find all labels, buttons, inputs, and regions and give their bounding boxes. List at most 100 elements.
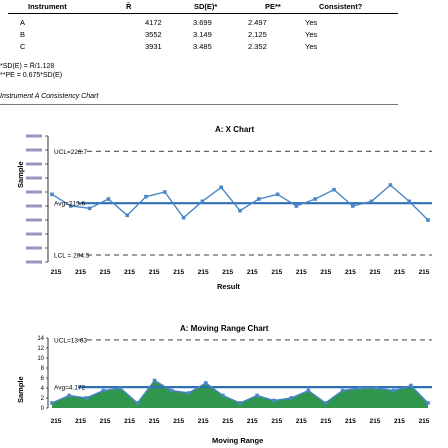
cell-consistent: Yes xyxy=(305,18,318,27)
x-tick-label: 215 xyxy=(271,418,282,425)
data-point xyxy=(294,204,299,208)
x-chart-title: A: X Chart xyxy=(215,125,255,134)
data-point xyxy=(50,192,54,197)
cell-rbar: 3931 xyxy=(145,42,162,51)
x-tick-label: 215 xyxy=(124,269,135,276)
data-point xyxy=(118,386,123,390)
data-point xyxy=(125,213,129,218)
data-point xyxy=(67,393,71,398)
data-point xyxy=(255,393,259,398)
data-point xyxy=(426,401,430,405)
y-tick-label: 4 xyxy=(41,386,45,392)
x-tick-label: 215 xyxy=(320,269,331,276)
x-tick-label: 215 xyxy=(222,418,233,425)
x-tick-label: 215 xyxy=(75,269,86,276)
x-tick-label: 215 xyxy=(51,269,62,276)
header-underline xyxy=(8,13,398,14)
x-tick-label: 215 xyxy=(394,418,405,425)
data-point xyxy=(272,398,276,403)
table-header-row: Instrument R̄ SD(E)* PE** Consistent? xyxy=(0,0,448,14)
data-point xyxy=(388,183,393,187)
x-tick-label: 215 xyxy=(271,269,282,276)
ucl-label: UCL=13.63 xyxy=(54,337,87,344)
data-point xyxy=(181,215,186,220)
header-rbar: R̄ xyxy=(126,2,132,11)
data-point xyxy=(69,204,73,208)
table-row: B 3552 3.149 2.125 Yes xyxy=(0,28,448,42)
y-tick-label xyxy=(26,190,42,194)
x-tick-label: 215 xyxy=(100,269,111,276)
data-point xyxy=(340,388,345,393)
data-point xyxy=(289,396,294,400)
data-point xyxy=(87,206,92,211)
x-tick-label: 215 xyxy=(296,269,307,276)
x-tick-label: 215 xyxy=(149,269,160,276)
cell-instrument: A xyxy=(20,18,26,27)
data-point xyxy=(219,185,223,190)
y-tick-label xyxy=(26,246,42,250)
cell-consistent: Yes xyxy=(305,30,318,39)
data-point xyxy=(204,381,208,385)
data-point xyxy=(357,386,362,390)
data-point xyxy=(351,204,355,208)
cell-pe: 2.125 xyxy=(248,30,267,39)
x-tick-label: 215 xyxy=(198,269,209,276)
table-row: A 4172 3.699 2.497 Yes xyxy=(0,16,448,30)
data-point xyxy=(101,388,106,393)
x-tick-label: 215 xyxy=(370,269,381,276)
data-point xyxy=(106,197,111,201)
x-tick-label: 215 xyxy=(345,418,356,425)
x-tick-label: 215 xyxy=(124,418,135,425)
header-sde: SD(E)* xyxy=(194,2,218,11)
header-instrument: Instrument xyxy=(28,2,67,11)
formula-sd: *SD(E) = R̄/1.128 xyxy=(0,63,55,70)
table-row: C 3931 3.485 2.352 Yes xyxy=(0,40,448,54)
data-point xyxy=(152,378,157,383)
cell-rbar: 4172 xyxy=(145,18,162,27)
x-tick-label: 215 xyxy=(75,418,86,425)
x-tick-label: 215 xyxy=(222,269,233,276)
header-pe: PE** xyxy=(265,2,281,11)
x-tick-label: 215 xyxy=(419,269,430,276)
section-title-underline xyxy=(0,104,398,105)
data-point xyxy=(238,401,242,405)
cell-pe: 2.352 xyxy=(248,42,267,51)
data-point xyxy=(426,218,430,222)
data-point xyxy=(323,401,328,405)
y-tick-label: 0 xyxy=(41,406,45,412)
x-chart-xlabel: Result xyxy=(217,282,240,291)
cell-sde: 3.699 xyxy=(193,18,212,27)
y-tick-label xyxy=(26,260,42,264)
data-point xyxy=(392,388,396,393)
cell-pe: 2.497 xyxy=(248,18,267,27)
x-tick-label: 215 xyxy=(419,418,430,425)
y-tick-label xyxy=(26,218,42,222)
y-tick-label xyxy=(26,148,42,152)
y-tick-label xyxy=(26,162,42,166)
y-tick-label xyxy=(26,134,42,138)
y-tick-label xyxy=(26,204,42,208)
x-tick-label: 215 xyxy=(247,418,258,425)
x-tick-label: 215 xyxy=(370,418,381,425)
y-tick-label xyxy=(26,232,42,236)
y-tick-label: 8 xyxy=(41,366,45,372)
cell-instrument: B xyxy=(20,30,26,39)
data-point xyxy=(50,401,54,405)
avg-label: Avg=215.6 xyxy=(54,201,86,208)
ucl-label: UCL=226.7 xyxy=(54,149,87,156)
section-title: Instrument A Consistency Chart xyxy=(0,93,99,100)
x-tick-label: 215 xyxy=(173,269,184,276)
cell-sde: 3.149 xyxy=(193,30,212,39)
cell-consistent: Yes xyxy=(305,42,318,51)
header-consistent: Consistent? xyxy=(319,2,363,11)
y-tick-label xyxy=(26,176,42,180)
data-point xyxy=(84,396,88,400)
data-point xyxy=(200,199,205,204)
x-tick-label: 215 xyxy=(173,418,184,425)
data-point xyxy=(313,197,317,201)
x-tick-label: 215 xyxy=(394,269,405,276)
x-tick-label: 215 xyxy=(149,418,160,425)
avg-label: Avg=4.172 xyxy=(54,385,86,392)
y-tick-label: 14 xyxy=(37,336,44,342)
